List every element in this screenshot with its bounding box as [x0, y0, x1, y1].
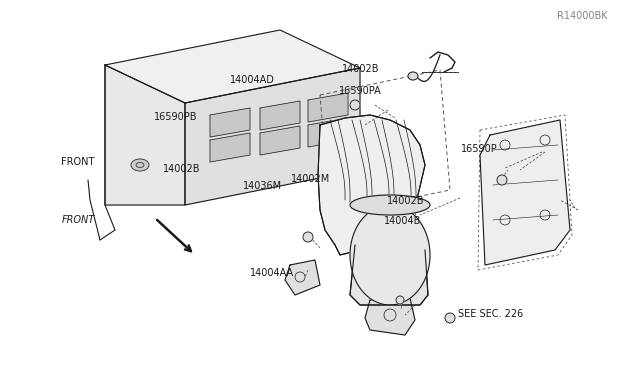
Text: 16590PA: 16590PA	[339, 86, 382, 96]
Polygon shape	[350, 245, 428, 305]
Polygon shape	[260, 126, 300, 155]
Ellipse shape	[350, 205, 430, 305]
Polygon shape	[105, 65, 185, 205]
Text: 14004B: 14004B	[384, 217, 421, 226]
Polygon shape	[185, 68, 360, 205]
Ellipse shape	[350, 195, 430, 215]
Text: 14002M: 14002M	[291, 174, 330, 183]
Text: FRONT: FRONT	[62, 215, 95, 225]
Text: R14000BK: R14000BK	[557, 11, 607, 20]
Circle shape	[396, 296, 404, 304]
Polygon shape	[318, 115, 425, 255]
Text: 16590P: 16590P	[461, 144, 497, 154]
Polygon shape	[105, 30, 360, 103]
Text: 14036M: 14036M	[243, 181, 282, 191]
Text: SEE SEC. 226: SEE SEC. 226	[458, 310, 523, 319]
Polygon shape	[308, 93, 348, 122]
Polygon shape	[480, 120, 570, 265]
Polygon shape	[260, 101, 300, 130]
Text: 14002B: 14002B	[163, 164, 201, 174]
Circle shape	[350, 100, 360, 110]
Text: 14002B: 14002B	[342, 64, 380, 74]
Circle shape	[445, 313, 455, 323]
Polygon shape	[210, 108, 250, 137]
Ellipse shape	[131, 159, 149, 171]
Text: 14002B: 14002B	[387, 196, 425, 206]
Circle shape	[497, 175, 507, 185]
Polygon shape	[285, 260, 320, 295]
Text: 14004AD: 14004AD	[230, 75, 275, 85]
Text: FRONT: FRONT	[61, 157, 94, 167]
Polygon shape	[365, 298, 415, 335]
Text: 14004AA: 14004AA	[250, 269, 294, 278]
Polygon shape	[308, 118, 348, 147]
Circle shape	[303, 232, 313, 242]
Polygon shape	[210, 133, 250, 162]
Ellipse shape	[408, 72, 418, 80]
Text: 16590PB: 16590PB	[154, 112, 197, 122]
